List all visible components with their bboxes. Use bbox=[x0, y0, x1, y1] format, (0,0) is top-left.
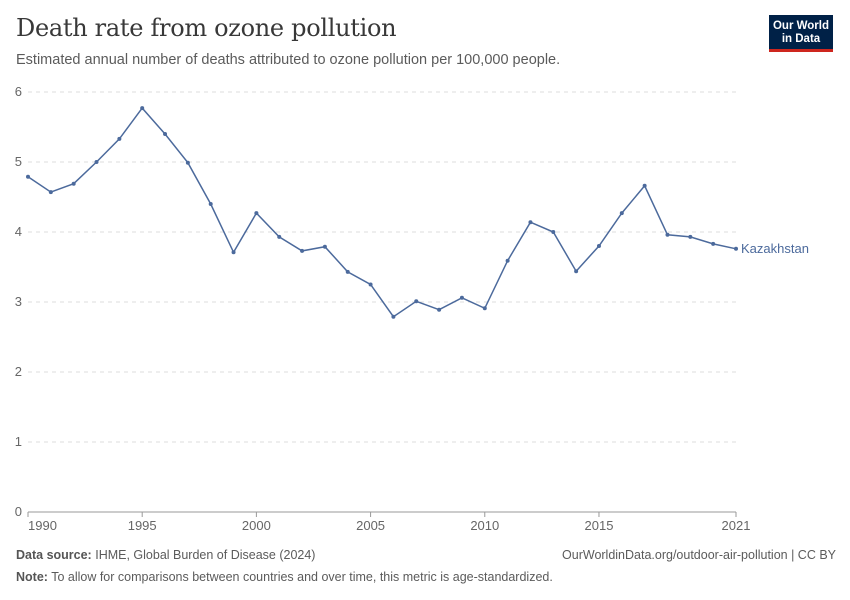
data-point bbox=[505, 258, 510, 263]
x-tick-label: 2021 bbox=[722, 518, 751, 533]
data-point bbox=[642, 183, 647, 188]
note: Note: To allow for comparisons between c… bbox=[16, 570, 553, 584]
y-tick-label: 1 bbox=[15, 434, 22, 449]
data-point bbox=[300, 248, 305, 253]
data-point bbox=[665, 232, 670, 237]
y-tick-label: 3 bbox=[15, 294, 22, 309]
y-tick-label: 0 bbox=[15, 504, 22, 519]
note-label: Note: bbox=[16, 570, 48, 584]
data-point bbox=[117, 136, 122, 141]
y-tick-label: 6 bbox=[15, 84, 22, 99]
data-point bbox=[277, 234, 282, 239]
source-label: Data source: bbox=[16, 548, 92, 562]
source-url[interactable]: OurWorldinData.org/outdoor-air-pollution… bbox=[562, 548, 836, 562]
y-tick-label: 5 bbox=[15, 154, 22, 169]
data-point bbox=[231, 250, 236, 255]
data-point bbox=[414, 299, 419, 304]
data-point bbox=[437, 307, 442, 312]
data-point bbox=[163, 132, 168, 136]
data-point bbox=[48, 190, 53, 195]
data-point bbox=[574, 269, 579, 274]
y-tick-label: 4 bbox=[15, 224, 22, 239]
y-tick-label: 2 bbox=[15, 364, 22, 379]
data-point bbox=[368, 282, 373, 287]
data-point bbox=[71, 181, 76, 186]
data-point bbox=[688, 234, 693, 239]
data-point bbox=[140, 106, 145, 111]
series-label: Kazakhstan bbox=[741, 241, 809, 256]
series-line-kazakhstan bbox=[27, 106, 737, 318]
data-source: Data source: IHME, Global Burden of Dise… bbox=[16, 548, 315, 562]
data-point bbox=[94, 160, 99, 164]
data-point bbox=[254, 211, 259, 216]
data-point bbox=[596, 244, 601, 248]
note-text: To allow for comparisons between countri… bbox=[51, 570, 553, 584]
x-tick-label: 1990 bbox=[28, 518, 57, 533]
data-point bbox=[185, 160, 190, 165]
x-tick-label: 1995 bbox=[128, 518, 157, 533]
source-text[interactable]: IHME, Global Burden of Disease (2024) bbox=[95, 548, 316, 562]
x-tick-label: 2015 bbox=[585, 518, 614, 533]
chart-title: Death rate from ozone pollution bbox=[16, 14, 397, 42]
x-tick-label: 2000 bbox=[242, 518, 271, 533]
data-point bbox=[322, 244, 327, 249]
x-tick-label: 2005 bbox=[356, 518, 385, 533]
data-point bbox=[208, 202, 213, 206]
data-point bbox=[711, 241, 716, 246]
data-point bbox=[619, 211, 624, 216]
data-point bbox=[551, 230, 556, 234]
data-point bbox=[734, 246, 738, 251]
data-point bbox=[528, 220, 533, 225]
x-tick-label: 2010 bbox=[470, 518, 499, 533]
owid-logo[interactable]: Our World in Data bbox=[769, 15, 833, 52]
data-point bbox=[482, 306, 487, 311]
chart-subtitle: Estimated annual number of deaths attrib… bbox=[16, 52, 561, 68]
data-point bbox=[459, 295, 464, 300]
data-point bbox=[391, 314, 396, 319]
data-point bbox=[345, 269, 350, 274]
data-point bbox=[26, 174, 30, 179]
